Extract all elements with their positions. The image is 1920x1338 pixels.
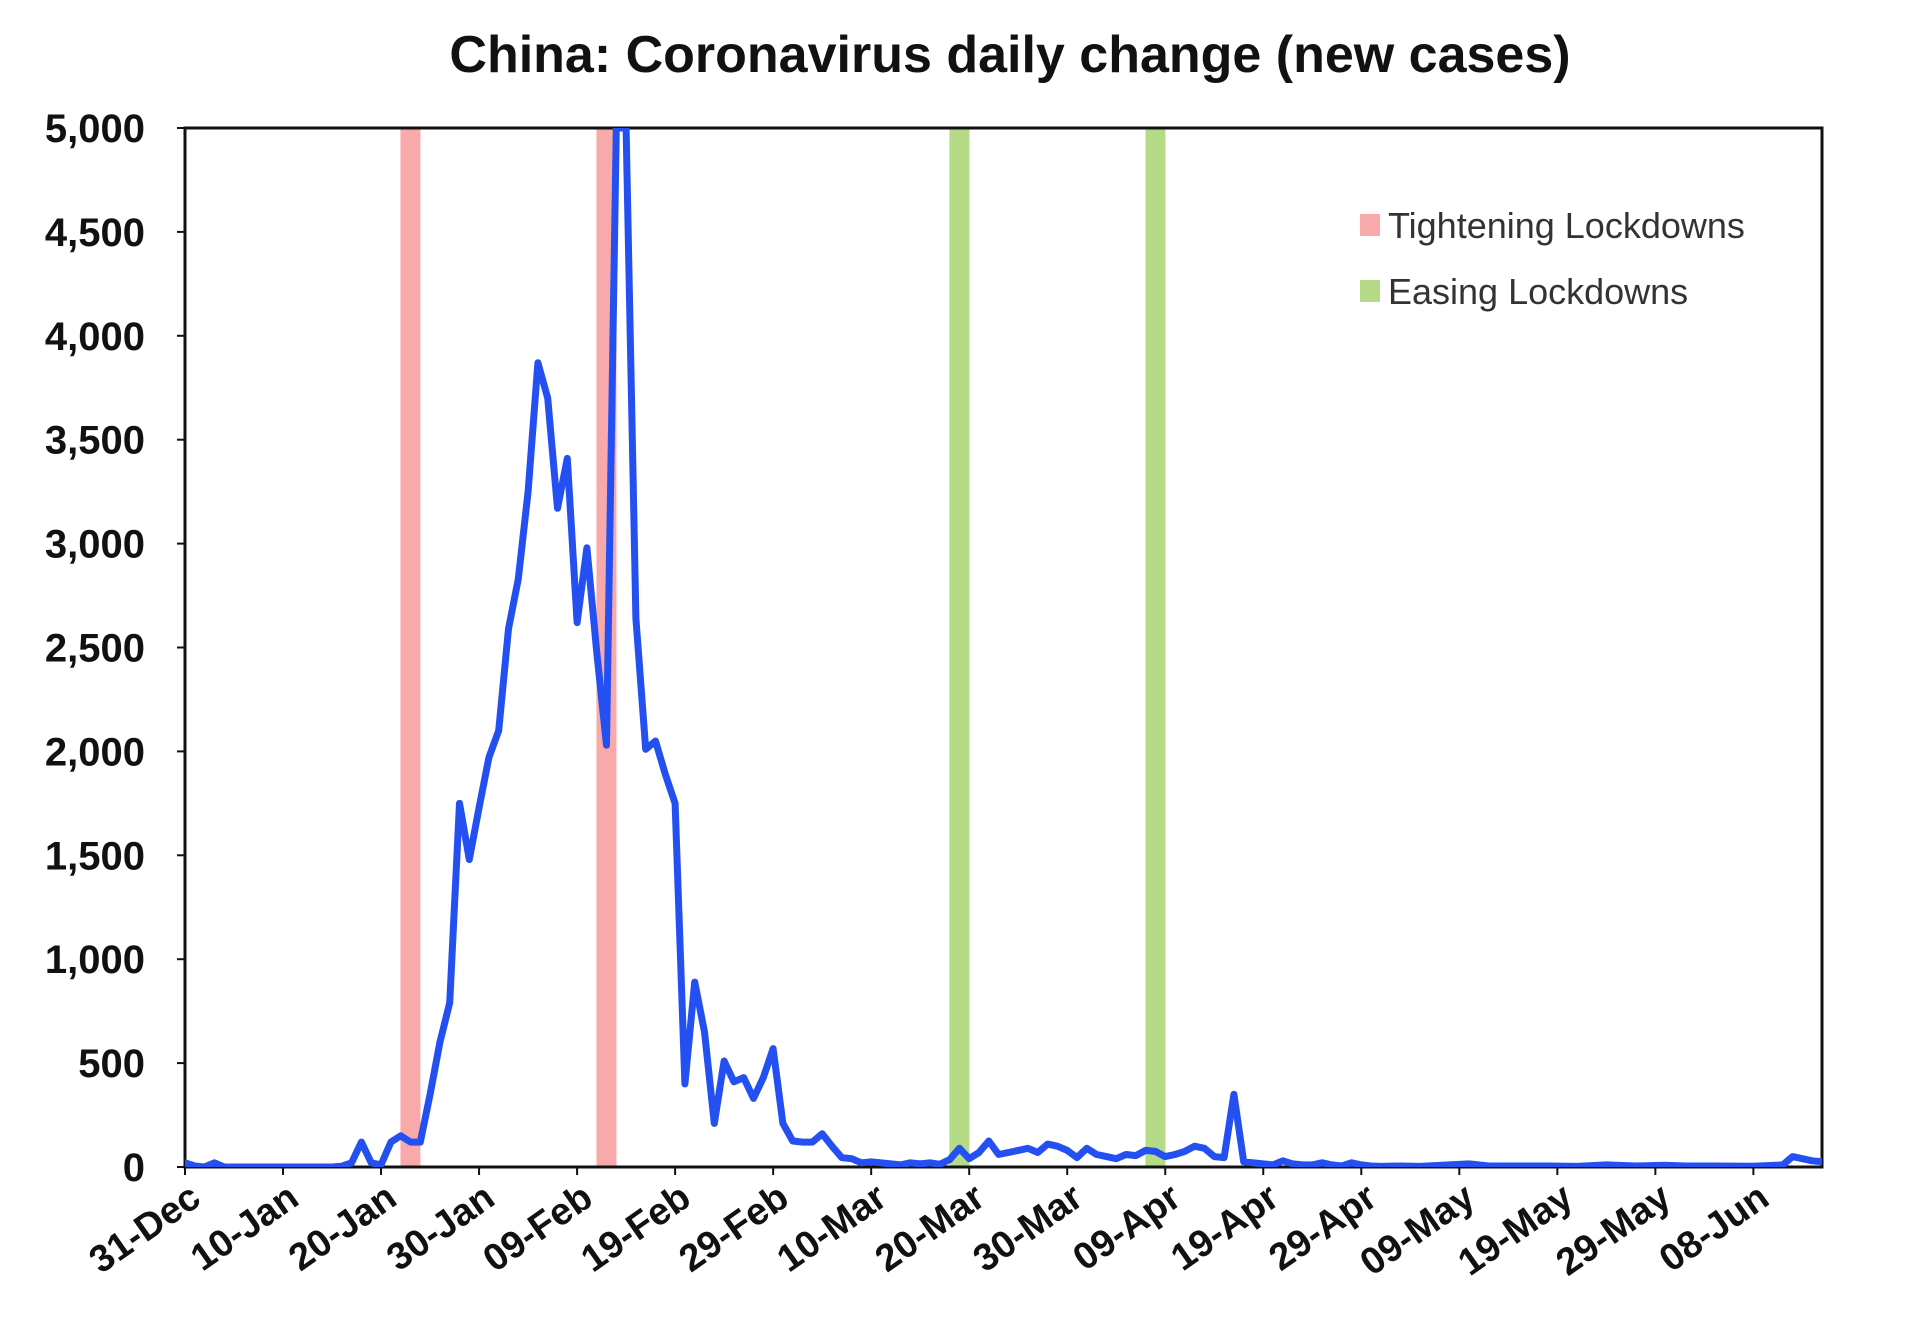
- y-tick-label: 5,000: [45, 107, 145, 151]
- y-tick-label: 1,000: [45, 938, 145, 982]
- legend-label: Tightening Lockdowns: [1388, 205, 1745, 246]
- x-tick-label: 31-Dec: [82, 1176, 208, 1282]
- new-cases-line: [185, 128, 1822, 1167]
- x-tick-label: 20-Mar: [868, 1176, 993, 1281]
- x-tick-label: 09-Apr: [1066, 1176, 1189, 1280]
- x-tick-label: 29-May: [1549, 1176, 1679, 1284]
- x-tick-label: 30-Jan: [380, 1176, 503, 1279]
- y-tick-label: 4,500: [45, 211, 145, 255]
- x-tick-label: 10-Mar: [770, 1176, 895, 1281]
- x-tick-label: 19-Apr: [1164, 1176, 1287, 1280]
- easing-lockdown-band: [1145, 128, 1166, 1167]
- tightening-lockdown-band: [400, 128, 421, 1167]
- legend-label: Easing Lockdowns: [1388, 271, 1688, 312]
- x-tick-label: 08-Jun: [1652, 1176, 1776, 1281]
- legend: Tightening Lockdowns Easing Lockdowns: [1360, 205, 1745, 312]
- y-tick-label: 500: [78, 1042, 145, 1086]
- legend-swatch: [1360, 280, 1380, 302]
- legend-swatch: [1360, 214, 1380, 236]
- x-tick-label: 29-Feb: [672, 1176, 796, 1281]
- y-tick-label: 3,500: [45, 419, 145, 463]
- y-tick-label: 2,500: [45, 627, 145, 671]
- x-axis: 31-Dec10-Jan20-Jan30-Jan09-Feb19-Feb29-F…: [82, 1167, 1777, 1284]
- x-tick-label: 09-Feb: [476, 1176, 600, 1281]
- y-tick-label: 3,000: [45, 523, 145, 567]
- x-tick-label: 30-Mar: [966, 1176, 1091, 1281]
- x-tick-label: 20-Jan: [281, 1176, 404, 1279]
- y-tick-label: 2,000: [45, 730, 145, 774]
- y-tick-label: 4,000: [45, 315, 145, 359]
- lockdown-bands: [400, 128, 1166, 1167]
- y-tick-label: 0: [123, 1146, 145, 1190]
- x-tick-label: 10-Jan: [183, 1176, 306, 1279]
- series-group: [185, 128, 1822, 1167]
- chart-title: China: Coronavirus daily change (new cas…: [449, 26, 1570, 84]
- y-axis: 0 500 1,000 1,500 2,000 2,500 3,000 3,500 4,000 4…: [45, 107, 185, 1190]
- plot-area: [183, 126, 1824, 1169]
- x-tick-label: 19-Feb: [574, 1176, 698, 1281]
- easing-lockdown-band: [949, 128, 970, 1167]
- y-tick-label: 1,500: [45, 834, 145, 878]
